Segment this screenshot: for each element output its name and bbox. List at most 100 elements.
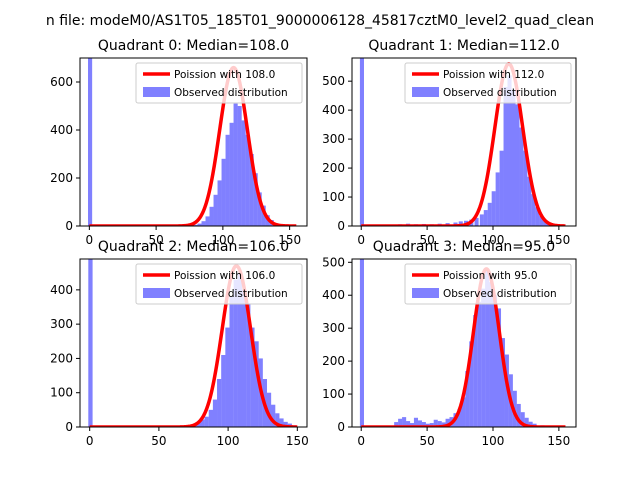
histogram-bar: [519, 127, 524, 226]
x-tick-label: 150: [547, 434, 570, 448]
histogram-bar: [437, 421, 442, 427]
legend-entry-observed: Observed distribution: [174, 87, 288, 99]
histogram-bar: [229, 296, 234, 427]
legend-box: [135, 263, 303, 305]
axes-frame: [351, 258, 577, 428]
legend-entry-observed: Observed distribution: [443, 288, 557, 300]
poisson-fit-line: [88, 264, 299, 427]
x-tick-label: 0: [357, 233, 365, 247]
histogram-bar: [477, 301, 482, 427]
axes-frame: [79, 57, 308, 227]
histogram-bar: [535, 207, 540, 226]
x-tick-label: 0: [86, 233, 94, 247]
histogram-bar: [417, 420, 422, 427]
y-tick-label: 300: [50, 317, 73, 331]
histogram-bar: [520, 412, 525, 427]
subplot-title: Quadrant 2: Median=106.0: [98, 239, 289, 255]
histogram-bar: [499, 150, 504, 226]
histogram-bar: [515, 104, 520, 226]
histogram-bar: [88, 259, 93, 427]
histogram-bar: [461, 397, 466, 427]
histogram-bar: [283, 421, 288, 427]
legend-box: [404, 263, 572, 305]
y-tick-label: 0: [65, 420, 73, 434]
histogram-bar: [275, 413, 280, 427]
axes-frame: [79, 258, 308, 428]
y-tick-label: 0: [337, 219, 345, 233]
subplot-title: Quadrant 0: Median=108.0: [98, 38, 289, 54]
histogram-bar: [539, 215, 544, 226]
subplot-title: Quadrant 1: Median=112.0: [368, 38, 559, 54]
histogram-bar: [524, 417, 529, 427]
histogram-bar: [492, 295, 498, 427]
histogram-bar: [511, 89, 516, 226]
histogram-bar: [474, 217, 479, 226]
histogram-bar: [398, 418, 403, 427]
y-tick-label: 200: [50, 351, 73, 365]
histogram-bar: [457, 408, 462, 427]
x-tick-label: 100: [211, 233, 234, 247]
histogram-bar: [500, 338, 505, 427]
histogram-bar: [208, 409, 214, 427]
histogram-bar: [249, 154, 254, 226]
legend-entry-fit: Poission with 106.0: [174, 270, 275, 282]
legend-bar-swatch: [143, 87, 170, 97]
histogram-bar: [204, 416, 209, 427]
y-tick-label: 600: [50, 75, 73, 89]
x-tick-label: 50: [419, 434, 434, 448]
histogram-bar: [496, 308, 502, 427]
histogram-bar: [254, 341, 259, 427]
y-tick-label: 400: [322, 288, 345, 302]
histogram-bar: [241, 289, 247, 427]
histogram-bar: [489, 282, 494, 427]
legend-box: [135, 62, 303, 104]
histogram-bar: [402, 417, 407, 427]
y-tick-label: 200: [322, 161, 345, 175]
histogram-bar: [245, 134, 250, 226]
histogram-bar: [250, 327, 255, 427]
y-tick-label: 300: [322, 132, 345, 146]
histogram-bar: [481, 288, 486, 427]
y-tick-label: 400: [322, 103, 345, 117]
histogram-bar: [479, 214, 484, 226]
histogram-bar: [359, 259, 364, 427]
legend-bar-swatch: [412, 87, 439, 97]
histogram-bar: [237, 106, 242, 226]
histogram-bar: [433, 419, 438, 427]
legend-entry-observed: Observed distribution: [174, 288, 288, 300]
poisson-fit-line: [360, 62, 567, 226]
poisson-fit-line: [88, 65, 298, 226]
histogram-bar: [485, 268, 490, 427]
histogram-bar: [246, 303, 251, 427]
figure-suptitle: n file: modeM0/AS1T05_185T01_9000006128_…: [46, 13, 594, 29]
histogram-bar: [445, 418, 450, 427]
histogram-bar: [516, 403, 521, 427]
histogram-bar: [458, 221, 463, 226]
histogram-bar: [394, 422, 399, 427]
histogram-bar: [209, 206, 214, 226]
y-tick-label: 100: [322, 190, 345, 204]
histogram-bar: [271, 404, 276, 427]
histogram-bar: [217, 379, 222, 427]
x-tick-label: 0: [357, 434, 365, 448]
histogram-bar: [217, 180, 222, 226]
x-tick-label: 100: [482, 233, 505, 247]
histogram-bar: [495, 172, 500, 226]
histogram-bar: [88, 58, 93, 226]
histogram-bar: [465, 371, 470, 427]
y-tick-label: 500: [322, 74, 345, 88]
histogram-bar: [543, 220, 548, 226]
histogram-bar: [225, 134, 230, 226]
x-tick-label: 50: [151, 434, 166, 448]
histogram-bar: [527, 176, 532, 226]
histogram-bar: [469, 341, 474, 427]
histogram-bar: [241, 120, 246, 226]
x-tick-label: 0: [86, 434, 94, 448]
histogram-bar: [429, 423, 434, 427]
x-tick-label: 150: [547, 233, 570, 247]
histogram-bar: [237, 272, 243, 427]
legend-entry-fit: Poission with 112.0: [443, 69, 544, 81]
plot-area: [88, 58, 298, 226]
y-tick-label: 200: [322, 354, 345, 368]
